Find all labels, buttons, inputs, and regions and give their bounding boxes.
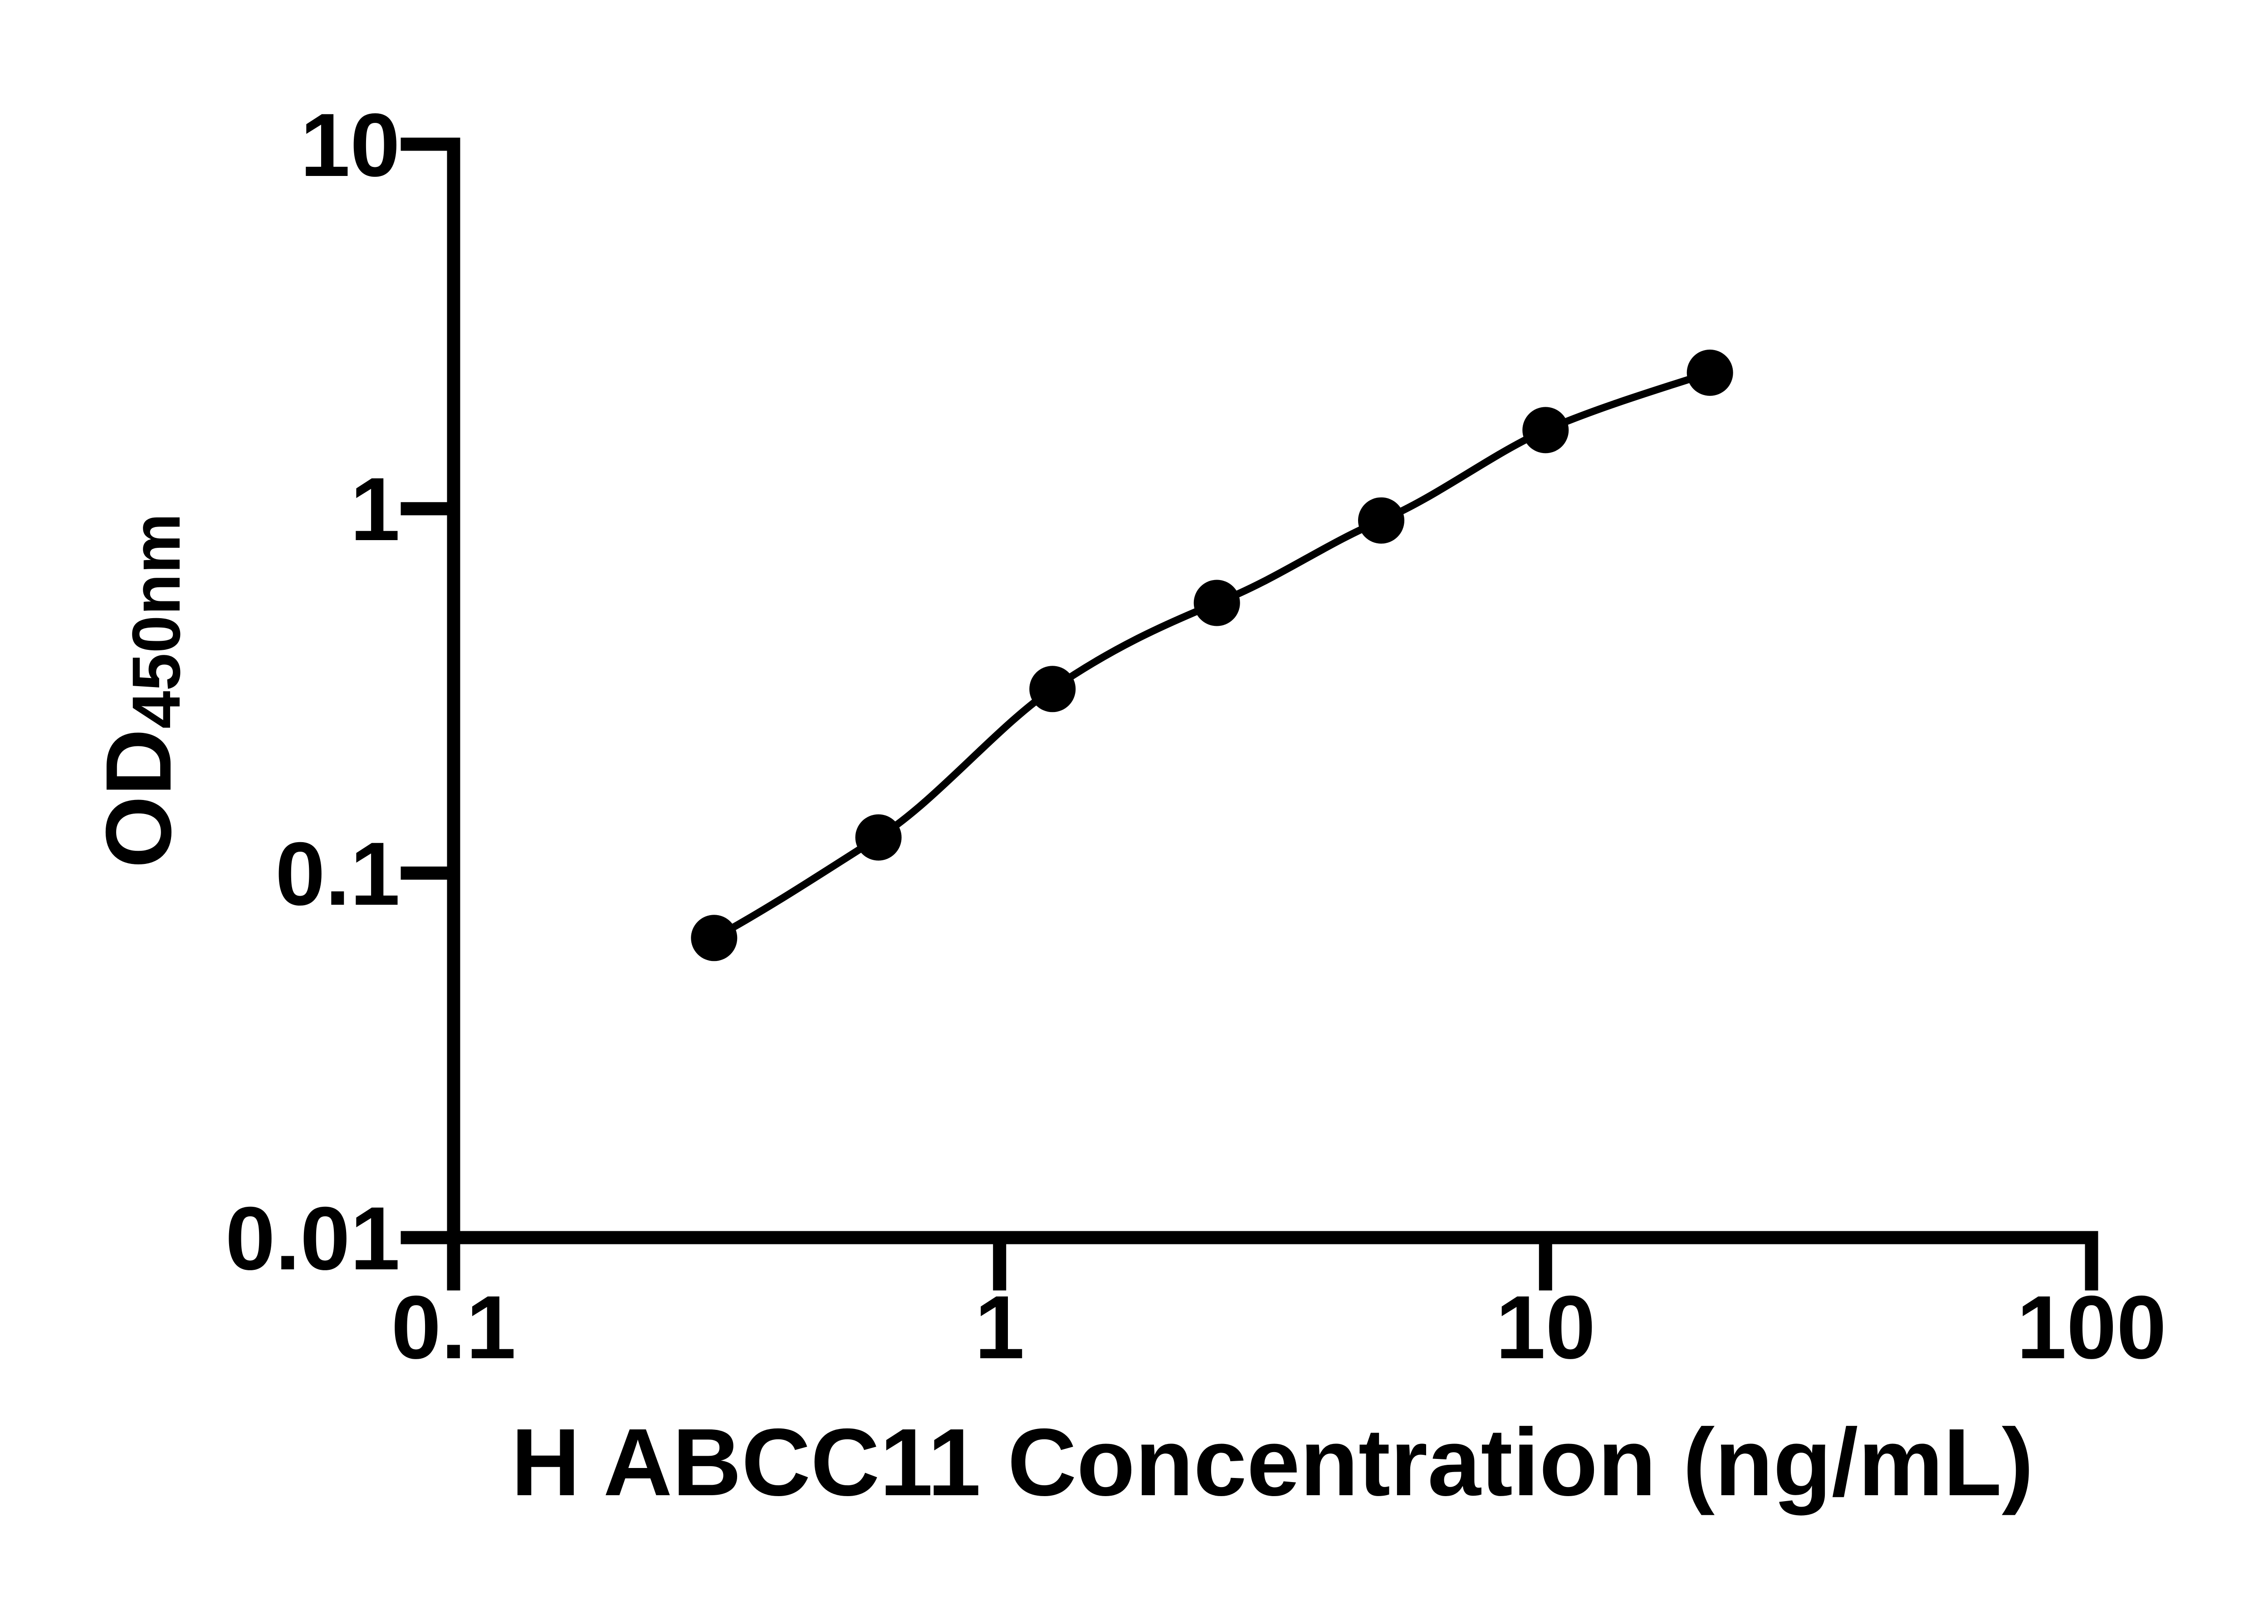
svg-text:0.1: 0.1 — [275, 824, 400, 924]
svg-text:H ABCC11 Concentration (ng/mL): H ABCC11 Concentration (ng/mL) — [511, 1409, 2034, 1516]
svg-text:10: 10 — [1496, 1277, 1595, 1377]
svg-text:0.1: 0.1 — [391, 1277, 516, 1377]
svg-text:100: 100 — [2017, 1277, 2166, 1377]
svg-text:0.01: 0.01 — [225, 1188, 400, 1288]
svg-text:1: 1 — [350, 459, 400, 559]
svg-text:OD450nm: OD450nm — [87, 513, 194, 868]
svg-text:10: 10 — [300, 95, 400, 195]
svg-text:1: 1 — [975, 1277, 1025, 1377]
